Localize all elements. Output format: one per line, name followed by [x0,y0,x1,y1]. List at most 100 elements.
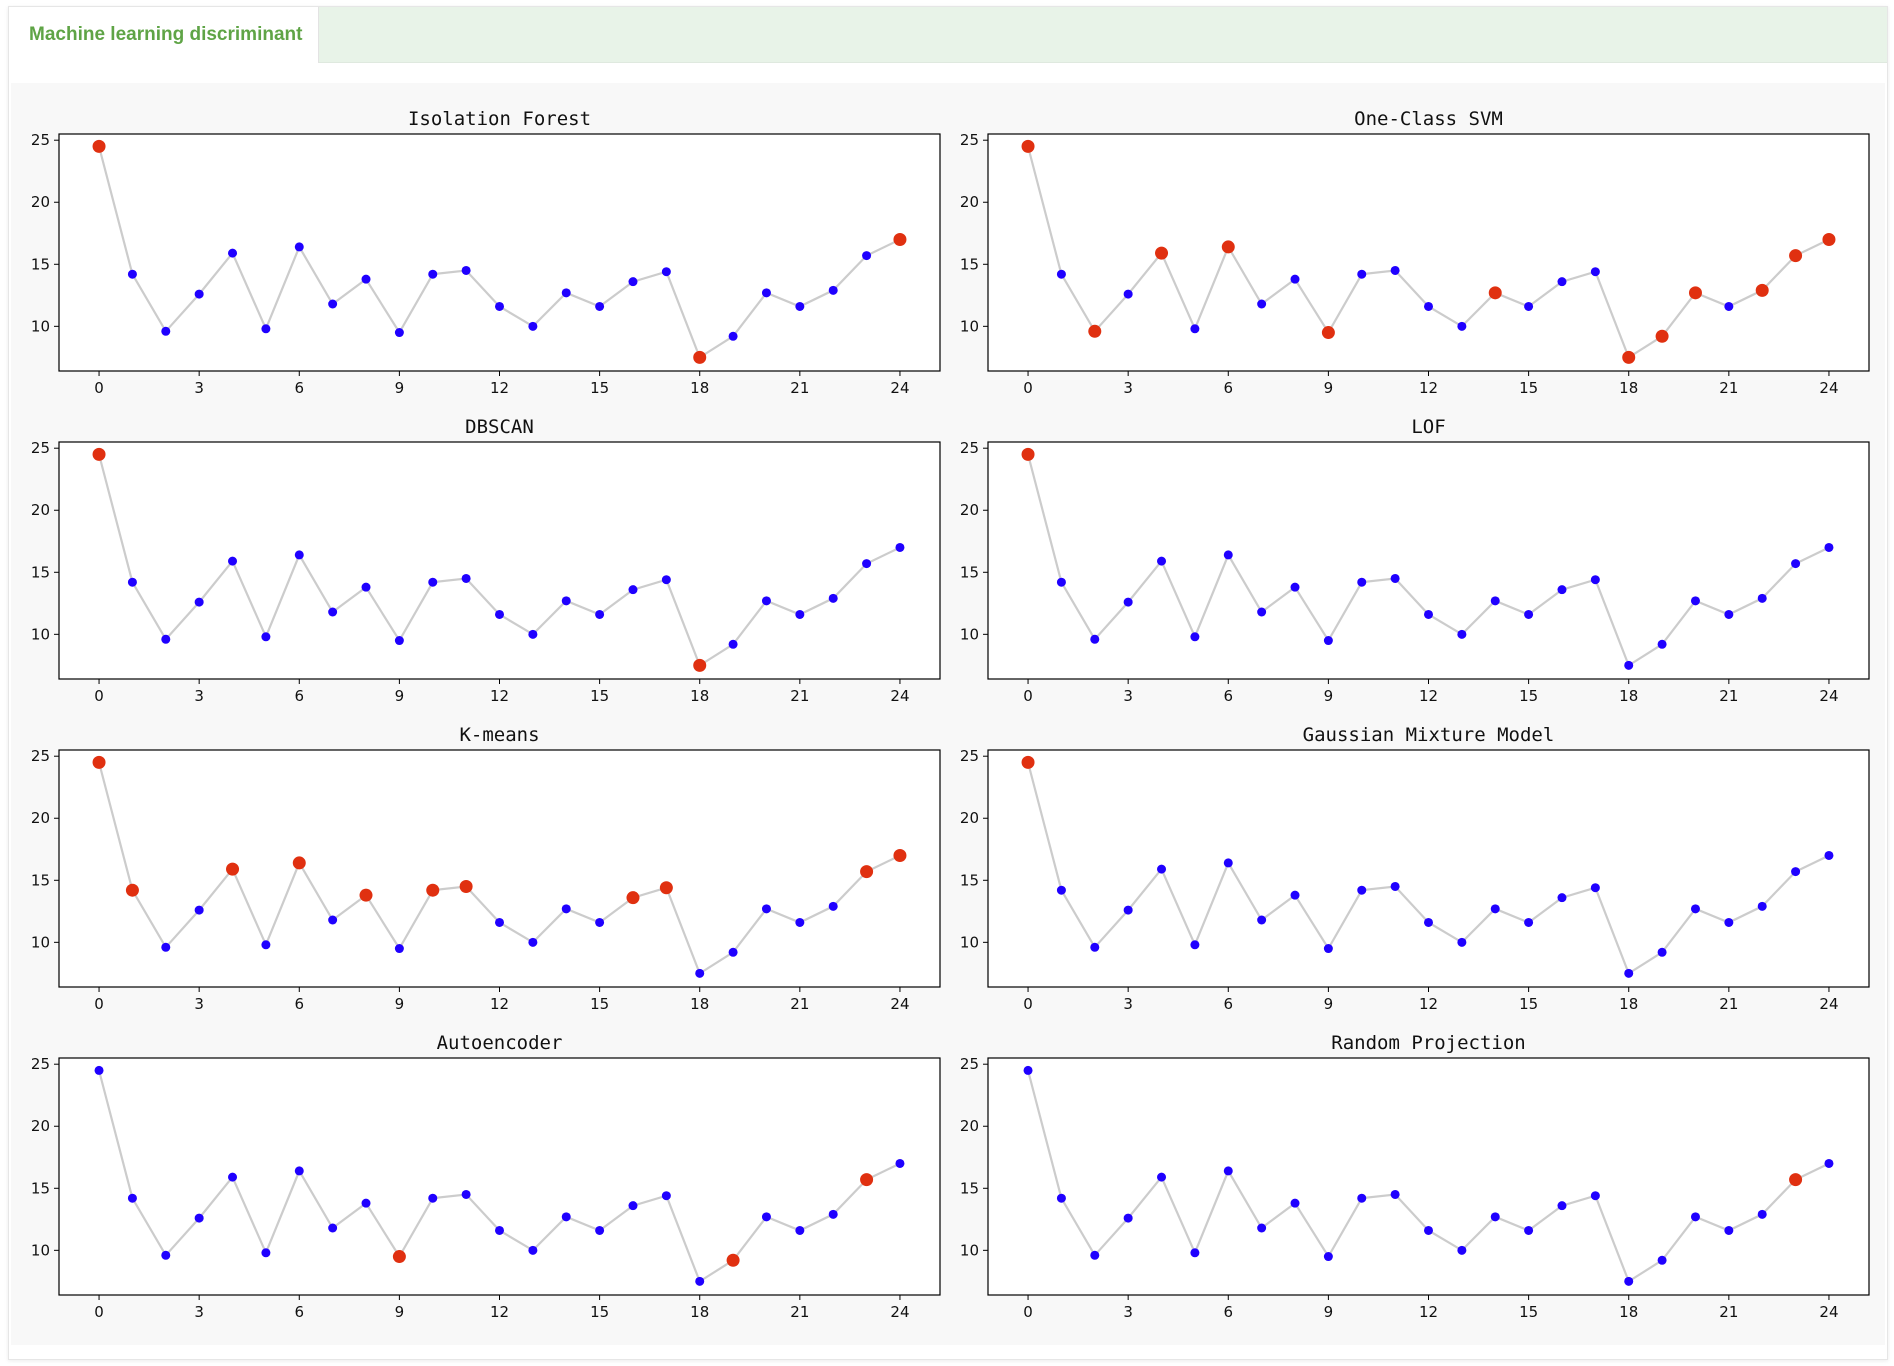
x-tick-label: 15 [590,379,609,397]
data-point [228,248,238,258]
data-point [294,242,304,252]
data-point [1690,596,1700,606]
data-point [194,1213,204,1223]
x-tick-label: 24 [890,379,909,397]
data-point [1524,609,1534,619]
data-point [1257,607,1267,617]
chart-title: LOF [1411,416,1445,438]
x-tick-label: 9 [1324,995,1334,1013]
x-tick-label: 6 [1223,995,1233,1013]
data-point [1290,274,1300,284]
anomaly-point [226,862,240,876]
x-tick-label: 3 [194,379,204,397]
data-point [528,937,538,947]
x-tick-label: 12 [1419,379,1438,397]
data-point [161,1250,171,1260]
plot-frame [987,749,1870,988]
y-tick-label: 15 [960,563,979,581]
data-point [1457,937,1467,947]
x-tick-label: 15 [1519,687,1538,705]
x-tick-label: 9 [1324,379,1334,397]
data-point [261,1248,271,1258]
tab-machine-learning-discriminant[interactable]: Machine learning discriminant [9,7,319,63]
data-point [1357,1193,1367,1203]
data-point [1157,556,1167,566]
data-point [1524,917,1534,927]
data-point [328,915,338,925]
data-point [194,597,204,607]
data-point [1557,585,1567,595]
data-point [294,1166,304,1176]
data-point [1223,550,1233,560]
data-point [761,596,771,606]
y-tick-label: 10 [960,317,979,335]
y-tick-label: 20 [960,193,979,211]
plot-area [988,750,1869,987]
data-point [1257,299,1267,309]
anomaly-point [292,856,306,870]
data-point [1590,883,1600,893]
data-point [127,269,137,279]
chart-6: Autoencoder 0 3 6 9 12 15 18 21 24 10 15 20 25 [31,1032,941,1321]
data-point [595,1225,605,1235]
data-point [1457,1245,1467,1255]
data-point [127,1193,137,1203]
data-point [795,1225,805,1235]
data-point [1390,1189,1400,1199]
x-tick-label: 24 [890,687,909,705]
data-point [695,1276,705,1286]
x-tick-label: 6 [294,379,304,397]
x-tick-label: 3 [1123,687,1133,705]
data-point [1424,609,1433,619]
x-tick-label: 21 [1719,687,1738,705]
plot-area [59,134,940,371]
data-point [628,277,638,287]
data-point [1824,542,1834,552]
x-tick-label: 24 [1819,379,1838,397]
y-tick-label: 10 [31,625,50,643]
x-tick-label: 12 [1419,1303,1438,1321]
data-point [428,1193,438,1203]
data-point [428,577,438,587]
data-point [1290,890,1300,900]
x-tick-label: 24 [1819,995,1838,1013]
data-point [1123,597,1133,607]
anomaly-point [693,350,707,364]
anomaly-point [1622,350,1636,364]
plot-frame [58,749,941,988]
data-point [1157,1172,1167,1182]
chart-7: Random Projection 0 3 6 9 12 15 18 21 24 10 15 20 25 [960,1032,1870,1321]
data-point [161,634,171,644]
plot-area [988,134,1869,371]
data-point [1757,1209,1767,1219]
data-point [1724,609,1734,619]
data-point [228,556,238,566]
data-point [428,269,438,279]
anomaly-point [893,848,907,862]
data-point [895,542,905,552]
x-tick-label: 3 [194,1303,204,1321]
data-point [261,632,271,642]
plot-frame [987,1057,1870,1296]
plot-frame [987,441,1870,680]
data-point [1824,1158,1834,1168]
chart-3: LOF 0 3 6 9 12 15 18 21 24 10 15 20 25 [960,416,1870,705]
y-tick-label: 20 [31,1117,50,1135]
anomaly-point [392,1250,406,1264]
data-point [728,639,738,649]
x-tick-label: 12 [490,1303,509,1321]
data-point [1390,573,1400,583]
plot-area [59,1058,940,1295]
data-point [94,1065,104,1075]
data-point [1090,1250,1100,1260]
x-tick-label: 3 [1123,995,1133,1013]
data-point [1290,582,1300,592]
anomaly-point [1488,286,1502,300]
y-tick-label: 10 [31,317,50,335]
x-tick-label: 0 [94,687,104,705]
x-tick-label: 15 [1519,995,1538,1013]
y-tick-label: 10 [31,933,50,951]
y-tick-label: 10 [31,1241,50,1259]
data-point [1290,1198,1300,1208]
x-tick-label: 0 [94,1303,104,1321]
